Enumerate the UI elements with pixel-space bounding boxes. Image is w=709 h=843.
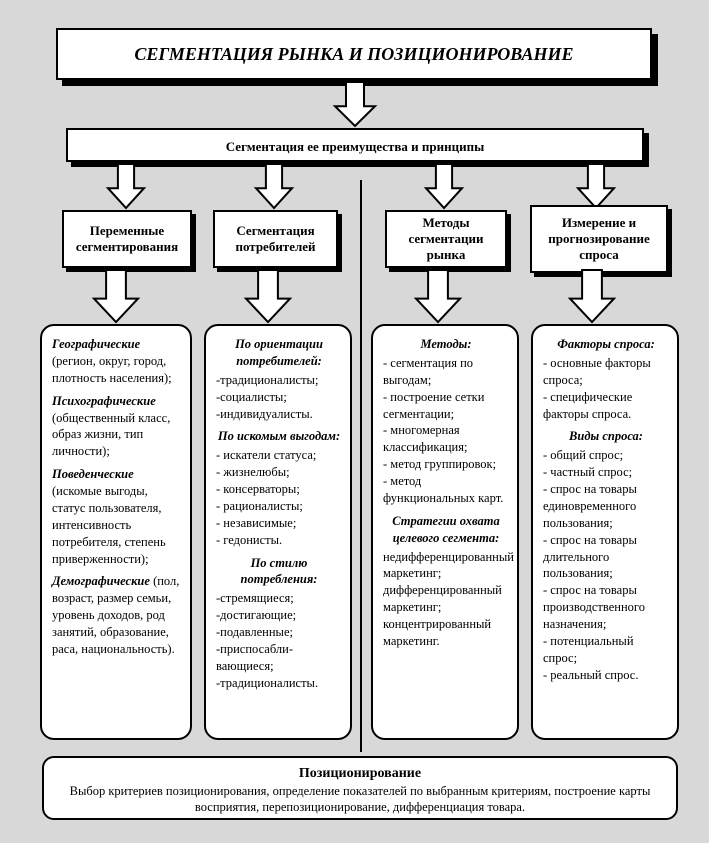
branch-title-4: Измерение и прогнозирование спроса — [532, 207, 666, 271]
list-item: - реальный спрос. — [543, 667, 669, 684]
list-item: -социалисты; — [216, 389, 342, 406]
list-item: - основные факторы спроса; — [543, 355, 669, 389]
detail-group: По стилю потребления:-стремящиеся;-дости… — [216, 555, 342, 692]
group-head: Географические — [52, 337, 140, 351]
list-item: - гедонисты. — [216, 532, 342, 549]
detail-group: Психографические (общественный класс, об… — [52, 393, 182, 461]
list-item: -традиционалисты; — [216, 372, 342, 389]
footer-title: Позиционирование — [62, 766, 658, 782]
list-item: -стремящиеся; — [216, 590, 342, 607]
group-head: Факторы спроса: — [543, 336, 669, 353]
list-item: - потенциальный спрос; — [543, 633, 669, 667]
title-box: СЕГМЕНТАЦИЯ РЫНКА И ПОЗИЦИОНИРОВАНИЕ — [56, 28, 652, 80]
list-item: - сегментация по выгодам; — [383, 355, 509, 389]
list-item: - спрос на товары производственного назн… — [543, 582, 669, 633]
arrow-detail-4 — [570, 270, 614, 322]
arrow-sub-3 — [426, 164, 462, 208]
branch-title-1: Переменные сегментирования — [64, 212, 190, 266]
branch-box-2: Сегментация потребителей — [213, 210, 338, 268]
list-item: - общий спрос; — [543, 447, 669, 464]
detail-group: По ориентации потребителей: -традиционали… — [216, 336, 342, 422]
detail-group: Стратегии охвата целевого сегмента:недиф… — [383, 513, 509, 650]
detail-box-3: Методы: - сегментация по выгодам;- постро… — [371, 324, 519, 740]
group-head: Психографические — [52, 394, 156, 408]
arrow-main — [335, 82, 375, 126]
list-item: - консерваторы; — [216, 481, 342, 498]
group-head: Виды спроса: — [543, 428, 669, 445]
list-item: - искатели статуса; — [216, 447, 342, 464]
arrow-detail-1 — [94, 270, 138, 322]
arrow-sub-1 — [108, 164, 144, 208]
detail-box-1: Географические (регион, округ, город, пл… — [40, 324, 192, 740]
footer-box: Позиционирование Выбор критериев позицио… — [42, 756, 678, 820]
list-item: - метод группировок; — [383, 456, 509, 473]
list-item: - частный спрос; — [543, 464, 669, 481]
center-divider — [360, 180, 362, 752]
detail-group: Демографические (пол, возраст, размер се… — [52, 573, 182, 657]
list-item: -подавленные; — [216, 624, 342, 641]
branch-box-1: Переменные сегментирования — [62, 210, 192, 268]
list-item: - построение сетки сегментации; — [383, 389, 509, 423]
arrow-detail-2 — [246, 270, 290, 322]
list-item: -приспосабли- вающиеся; — [216, 641, 342, 675]
footer-text: Выбор критериев позиционирования, опреде… — [62, 784, 658, 815]
branch-title-2: Сегментация потребителей — [215, 212, 336, 266]
branch-title-3: Методы сегментации рынка — [387, 212, 505, 266]
group-head: Методы: — [383, 336, 509, 353]
detail-box-4: Факторы спроса: - основные факторы спроса… — [531, 324, 679, 740]
detail-group: Виды спроса: - общий спрос;- частный спро… — [543, 428, 669, 683]
group-body: (регион, округ, город, плотность населен… — [52, 354, 172, 385]
group-head: Поведенческие — [52, 467, 134, 481]
group-body: недифференцированный маркетинг; дифферен… — [383, 549, 509, 650]
detail-group: По искомым выгодам:- искатели статуса;- … — [216, 428, 342, 548]
list-item: -достигающие; — [216, 607, 342, 624]
arrow-sub-2 — [256, 164, 292, 208]
group-body: (общественный класс, образ жизни, тип ли… — [52, 411, 170, 459]
group-head: Демографические — [52, 574, 150, 588]
list-item: - специфические факторы спроса. — [543, 389, 669, 423]
list-item: -традиционалисты. — [216, 675, 342, 692]
detail-group: Географические (регион, округ, город, пл… — [52, 336, 182, 387]
group-body: (искомые выгоды, статус пользователя, ин… — [52, 484, 166, 566]
list-item: - независимые; — [216, 515, 342, 532]
detail-group: Методы: - сегментация по выгодам;- постро… — [383, 336, 509, 507]
sub-title: Сегментация ее преимущества и принципы — [68, 130, 642, 155]
list-item: - рационалисты; — [216, 498, 342, 515]
group-head: По стилю потребления: — [216, 555, 342, 589]
arrow-detail-3 — [416, 270, 460, 322]
list-item: - спрос на товары единовременного пользо… — [543, 481, 669, 532]
group-head: По ориентации потребителей: — [216, 336, 342, 370]
list-item: -индивидуалисты. — [216, 406, 342, 423]
list-item: - метод функциональных карт. — [383, 473, 509, 507]
branch-box-4: Измерение и прогнозирование спроса — [530, 205, 668, 273]
list-item: - спрос на товары длительного пользовани… — [543, 532, 669, 583]
branch-box-3: Методы сегментации рынка — [385, 210, 507, 268]
group-head: По искомым выгодам: — [216, 428, 342, 445]
sub-box: Сегментация ее преимущества и принципы — [66, 128, 644, 162]
detail-group: Факторы спроса: - основные факторы спроса… — [543, 336, 669, 422]
detail-box-2: По ориентации потребителей: -традиционали… — [204, 324, 352, 740]
group-head: Стратегии охвата целевого сегмента: — [383, 513, 509, 547]
detail-group: Поведенческие (искомые выгоды, статус по… — [52, 466, 182, 567]
list-item: - жизнелюбы; — [216, 464, 342, 481]
list-item: - многомерная классификация; — [383, 422, 509, 456]
title-text: СЕГМЕНТАЦИЯ РЫНКА И ПОЗИЦИОНИРОВАНИЕ — [58, 30, 650, 65]
arrow-sub-4 — [578, 164, 614, 208]
